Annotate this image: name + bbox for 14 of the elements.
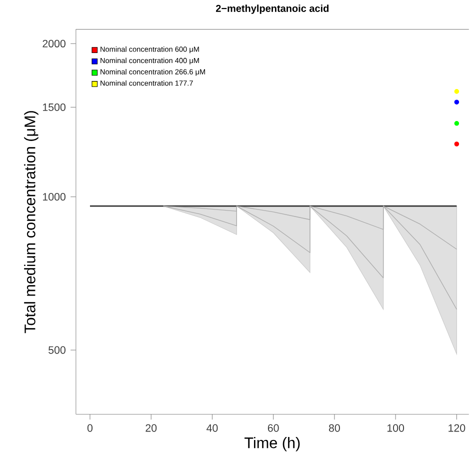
- x-tick-label: 40: [206, 424, 218, 432]
- x-tick-label: 0: [87, 424, 93, 432]
- x-tick-label: 60: [268, 424, 279, 432]
- y-tick-label: 1000: [43, 193, 66, 201]
- x-tick-label: 120: [448, 424, 466, 432]
- chart-title: 2−methylpentanoic acid: [216, 4, 329, 14]
- x-axis-title: Time (h): [244, 437, 300, 452]
- y-tick-label: 2000: [42, 40, 66, 48]
- x-tick-label: 80: [328, 424, 340, 432]
- y-tick-label: 500: [48, 346, 66, 354]
- x-tick-label: 100: [387, 424, 404, 432]
- y-tick-label: 1500: [43, 104, 66, 112]
- y-axis-title: Total medium concentration (μM): [24, 111, 38, 334]
- x-tick-label: 20: [146, 424, 157, 432]
